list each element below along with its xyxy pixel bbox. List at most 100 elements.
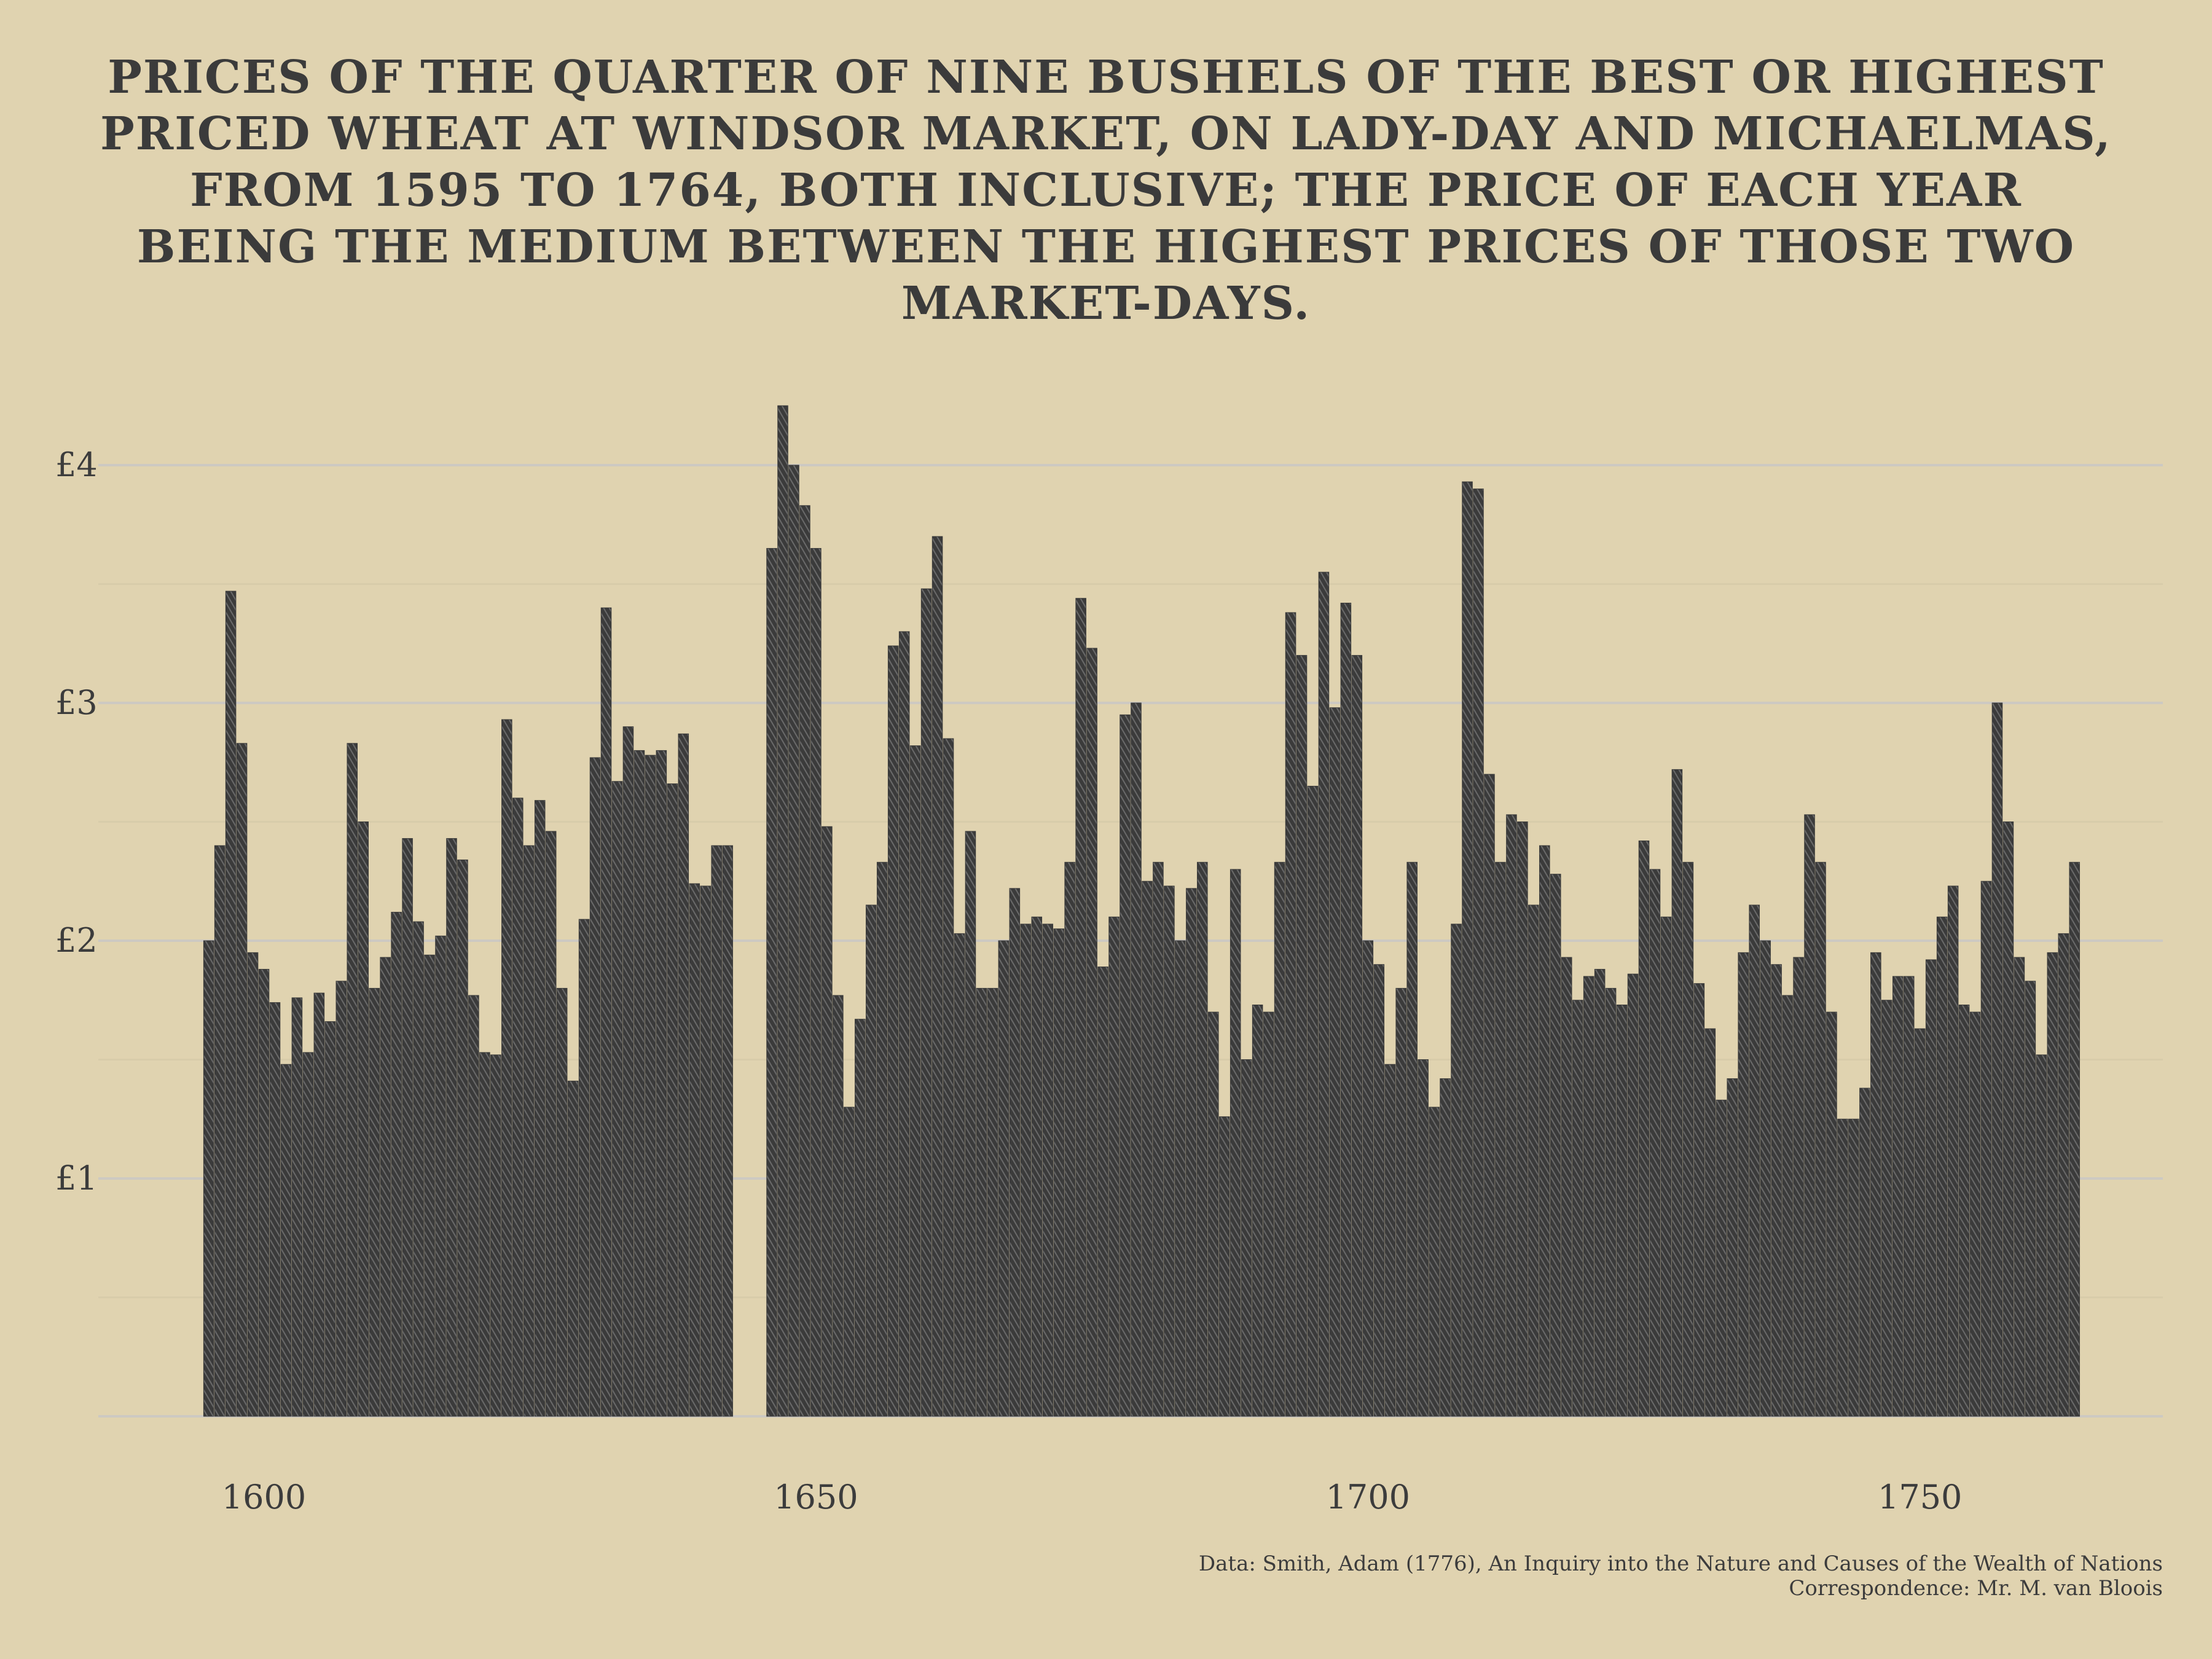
bar-1744	[1848, 1118, 1859, 1417]
title-line-4: BEING THE MEDIUM BETWEEN THE HIGHEST PRI…	[136, 221, 2076, 273]
bar-1676	[1097, 967, 1108, 1417]
bar-1709	[1462, 481, 1473, 1417]
bar-1719	[1572, 1000, 1583, 1417]
bar-1642	[722, 845, 733, 1417]
bar-1721	[1594, 968, 1606, 1417]
bar-1734	[1738, 952, 1749, 1417]
bar-1704	[1406, 861, 1418, 1417]
bar-1616	[435, 935, 446, 1417]
bar-1605	[313, 992, 325, 1417]
bar-1664	[965, 831, 976, 1417]
bar-1707	[1440, 1078, 1451, 1417]
bar-1630	[589, 757, 601, 1417]
bar-1749	[1903, 976, 1915, 1417]
bar-1718	[1561, 957, 1572, 1417]
bar-1638	[678, 733, 689, 1417]
y-tick-label-4: £4	[55, 445, 98, 484]
y-axis-ticks: £1 £2 £3 £4	[55, 445, 98, 1198]
bar-1668	[1009, 888, 1021, 1417]
bar-1626	[545, 831, 557, 1417]
bar-1598	[236, 743, 248, 1417]
bar-1711	[1484, 774, 1495, 1417]
bar-1738	[1782, 995, 1793, 1417]
bar-1764	[2069, 861, 2081, 1417]
bar-1703	[1395, 987, 1406, 1417]
x-axis-ticks: 1600 1650 1700 1750	[222, 1478, 1963, 1516]
bar-1713	[1506, 814, 1517, 1417]
bar-1633	[622, 726, 634, 1417]
chart-title: PRICES OF THE QUARTER OF NINE BUSHELS OF…	[0, 49, 2212, 332]
bar-1697	[1329, 707, 1341, 1417]
title-line-5: MARKET-DAYS.	[901, 277, 1311, 330]
bar-1737	[1771, 964, 1782, 1417]
bar-1652	[833, 995, 844, 1417]
bar-1610	[369, 987, 380, 1417]
bar-1720	[1583, 976, 1594, 1417]
bar-1759	[2014, 957, 2025, 1417]
bar-1618	[457, 859, 468, 1417]
bar-1595	[203, 940, 214, 1417]
y-tick-label-1: £1	[55, 1159, 98, 1198]
bar-1689	[1241, 1059, 1252, 1417]
bar-1688	[1230, 869, 1241, 1417]
bar-1628	[567, 1080, 579, 1417]
bar-1629	[578, 919, 590, 1417]
correspondence-note: Correspondence: Mr. M. van Bloois	[1789, 1576, 2163, 1601]
bar-1752	[1936, 916, 1948, 1417]
bar-1623	[512, 798, 524, 1417]
bar-1660	[920, 588, 932, 1417]
bar-1640	[700, 885, 711, 1417]
bar-1725	[1638, 840, 1650, 1417]
bar-1625	[534, 800, 546, 1417]
bar-1710	[1473, 488, 1484, 1417]
bar-1758	[2002, 822, 2014, 1417]
bar-1650	[810, 547, 822, 1417]
bar-1674	[1075, 598, 1086, 1417]
bar-1680	[1142, 880, 1153, 1417]
bar-1763	[2058, 933, 2069, 1417]
bar-1613	[402, 838, 413, 1417]
bar-1671	[1042, 924, 1054, 1417]
bar-1636	[656, 750, 667, 1417]
bar-1622	[501, 719, 512, 1417]
bar-1732	[1716, 1099, 1727, 1417]
bar-1597	[225, 590, 237, 1417]
y-tick-label-2: £2	[55, 921, 98, 960]
bar-1659	[909, 745, 921, 1417]
bar-1728	[1671, 769, 1683, 1417]
bar-1639	[689, 883, 700, 1417]
bar-1715	[1528, 904, 1539, 1417]
bar-1611	[380, 957, 391, 1417]
bar-1615	[424, 954, 435, 1417]
bar-1672	[1053, 928, 1064, 1417]
bar-1670	[1031, 916, 1043, 1417]
x-tick-label-1650: 1650	[774, 1478, 858, 1516]
bar-1751	[1925, 959, 1937, 1417]
bar-1742	[1826, 1011, 1837, 1417]
bar-1678	[1120, 714, 1131, 1417]
bar-1682	[1164, 885, 1175, 1417]
bar-1736	[1760, 940, 1771, 1417]
bar-1648	[788, 465, 799, 1417]
bar-1604	[302, 1052, 314, 1417]
bar-1653	[844, 1107, 855, 1417]
bar-1691	[1263, 1011, 1274, 1417]
bar-1632	[611, 781, 623, 1417]
bar-1762	[2047, 952, 2058, 1417]
bar-1733	[1727, 1078, 1738, 1417]
bar-1698	[1340, 602, 1352, 1417]
bar-1679	[1131, 702, 1142, 1417]
bar-1743	[1837, 1118, 1848, 1417]
bar-1750	[1914, 1028, 1926, 1417]
bar-1753	[1947, 885, 1959, 1417]
bar-1726	[1649, 869, 1661, 1417]
bar-1612	[391, 912, 402, 1417]
bar-1663	[954, 933, 965, 1417]
bar-1754	[1958, 1004, 1970, 1417]
bar-1681	[1153, 861, 1164, 1417]
bar-1656	[876, 861, 888, 1417]
bar-1699	[1351, 655, 1363, 1417]
bar-1730	[1693, 983, 1705, 1417]
bar-1729	[1682, 861, 1694, 1417]
